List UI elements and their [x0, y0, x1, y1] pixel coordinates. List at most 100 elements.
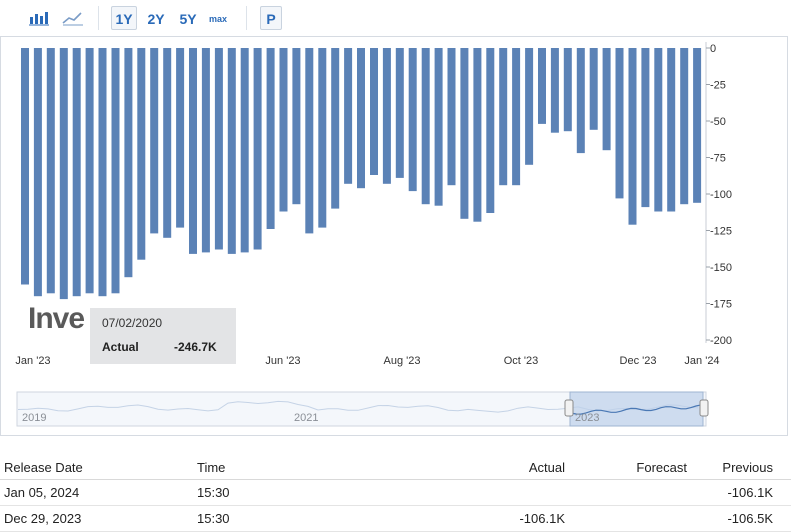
bar	[576, 48, 585, 154]
cell-time: 15:30	[193, 479, 391, 506]
cell-actual: -106.1K	[391, 505, 583, 532]
navigator-label-2019: 2019	[22, 412, 46, 424]
x-tick-label: Aug '23	[384, 355, 421, 367]
cell-previous: -106.5K	[705, 505, 791, 532]
bar	[693, 48, 702, 203]
bar	[98, 48, 107, 297]
events-table: Release Date Time Actual Forecast Previo…	[0, 455, 791, 532]
range-1y-button[interactable]: 1Y	[111, 6, 137, 30]
x-tick-label: Oct '23	[504, 355, 539, 367]
navigator-left-handle	[564, 399, 574, 417]
bar	[292, 48, 301, 205]
bar	[563, 48, 572, 132]
bar	[602, 48, 611, 151]
bar	[201, 48, 210, 253]
header-time[interactable]: Time	[193, 455, 391, 480]
bar	[395, 48, 404, 178]
y-tick-label: -175	[710, 299, 732, 311]
bar	[124, 48, 133, 278]
bar	[150, 48, 159, 234]
bar	[550, 48, 559, 133]
bar	[344, 48, 353, 184]
bar	[253, 48, 262, 250]
bar	[318, 48, 327, 228]
bar	[628, 48, 637, 225]
range-navigator: 2019 2021 2023	[16, 391, 709, 427]
y-tick-label: -200	[710, 335, 732, 347]
toolbar-separator	[98, 6, 99, 30]
bar	[189, 48, 197, 254]
bar	[279, 48, 288, 212]
chart-frame	[0, 36, 788, 436]
bar	[21, 48, 29, 285]
bar	[680, 48, 689, 205]
bar-chart-icon[interactable]	[24, 6, 52, 30]
navigator-label-2023: 2023	[575, 412, 599, 424]
cell-release-date: Dec 29, 2023	[0, 505, 193, 532]
navigator-label-2021: 2021	[294, 412, 318, 424]
bar	[589, 48, 598, 130]
x-tick-label: Dec '23	[620, 355, 657, 367]
y-tick-label: -50	[710, 116, 726, 128]
bar	[421, 48, 430, 205]
bar	[266, 48, 275, 229]
bar	[305, 48, 314, 234]
chart-toolbar: 1Y 2Y 5Y max P	[0, 0, 791, 36]
header-actual[interactable]: Actual	[391, 455, 583, 480]
tooltip-value: -246.7K	[174, 340, 217, 354]
cell-time: 15:30	[193, 505, 391, 532]
bar	[46, 48, 55, 294]
header-release-date[interactable]: Release Date	[0, 455, 193, 480]
cell-previous: -106.1K	[705, 479, 791, 506]
x-tick-label: Jan '24	[684, 355, 719, 367]
bar	[473, 48, 482, 222]
bar	[111, 48, 120, 294]
table-row: Jan 05, 2024 15:30 -106.1K	[0, 479, 791, 506]
cell-forecast	[583, 479, 705, 506]
bar	[654, 48, 663, 212]
cell-forecast	[583, 505, 705, 532]
bar	[434, 48, 443, 206]
bar	[331, 48, 340, 209]
bar	[72, 48, 81, 297]
y-axis-ticks: 0 -25 -50 -75 -100 -125 -150 -175 -200	[710, 43, 732, 347]
p-button[interactable]: P	[260, 6, 282, 30]
y-tick-label: -100	[710, 189, 732, 201]
range-max-button[interactable]: max	[208, 14, 227, 24]
bar	[85, 48, 94, 294]
bar	[137, 48, 146, 260]
x-axis-ticks: Jan '23 Jun '23 Aug '23 Oct '23 Dec '23 Jan '…	[15, 355, 719, 367]
range-5y-button[interactable]: 5Y	[179, 11, 197, 27]
navigator-right-handle	[699, 399, 709, 417]
bar	[641, 48, 650, 208]
bar	[447, 48, 456, 186]
table-header-row: Release Date Time Actual Forecast Previo…	[0, 455, 791, 480]
bar	[486, 48, 495, 213]
bar	[667, 48, 676, 212]
bar-chart: 0 -25 -50 -75 -100 -125 -150 -175 -200 Jan '23 Ju…	[15, 42, 732, 427]
chart-tooltip: 07/02/2020 Actual -246.7K	[90, 308, 236, 364]
y-tick-label: -25	[710, 80, 726, 92]
range-2y-button[interactable]: 2Y	[147, 11, 165, 27]
bar	[33, 48, 42, 297]
bar	[460, 48, 469, 219]
bar	[163, 48, 172, 238]
bar	[59, 48, 68, 300]
toolbar-separator	[246, 6, 247, 30]
bar	[538, 48, 546, 124]
y-tick-label: -150	[710, 262, 732, 274]
header-forecast[interactable]: Forecast	[583, 455, 705, 480]
navigator-selected-line	[570, 404, 702, 415]
bar	[214, 48, 223, 250]
line-chart-icon[interactable]	[58, 6, 86, 30]
bar	[227, 48, 236, 254]
y-tick-label: 0	[710, 43, 716, 55]
y-tick-label: -75	[710, 153, 726, 165]
header-previous[interactable]: Previous	[705, 455, 791, 480]
bar	[499, 48, 508, 186]
chart-grid	[705, 42, 710, 343]
bar	[382, 48, 391, 184]
chart-bars	[21, 48, 702, 300]
y-tick-label: -125	[710, 226, 732, 238]
tooltip-date: 07/02/2020	[102, 316, 163, 330]
